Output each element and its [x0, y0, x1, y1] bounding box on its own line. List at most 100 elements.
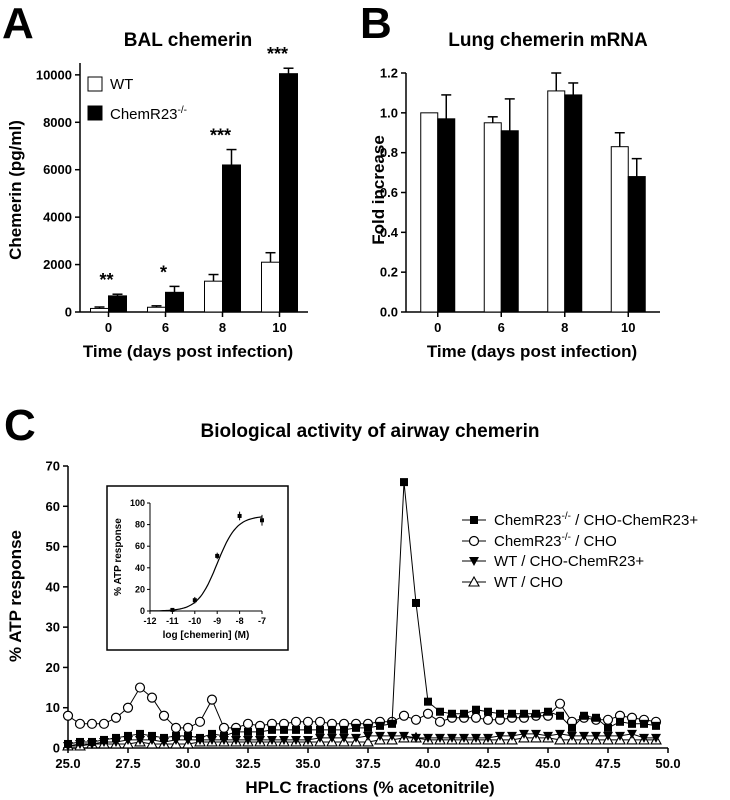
- data-point: [602, 714, 614, 725]
- bar: [500, 130, 519, 313]
- x-tick-label: 35.0: [295, 756, 320, 771]
- data-point: [554, 733, 566, 745]
- data-point: [615, 731, 625, 741]
- bar: [147, 306, 166, 313]
- data-point: [639, 733, 649, 743]
- chart-a-ylabel: Chemerin (pg/ml): [6, 120, 25, 260]
- data-point: [148, 731, 156, 740]
- y-tick-label: 6000: [43, 162, 72, 177]
- legend-label: WT: [110, 76, 133, 93]
- data-point: [256, 727, 264, 736]
- data-point: [591, 731, 601, 741]
- data-point: [508, 709, 516, 718]
- data-point: [495, 731, 505, 741]
- data-point: [304, 725, 312, 734]
- data-point: [398, 710, 410, 721]
- bar: [165, 291, 184, 313]
- data-point: [124, 731, 132, 740]
- x-tick-label: 0: [434, 320, 441, 335]
- x-tick-label: 45.0: [535, 756, 560, 771]
- data-point: [580, 711, 588, 720]
- inset-y-tick-label: 40: [135, 563, 145, 573]
- legend-label: WT / CHO: [494, 574, 563, 591]
- data-point: [448, 709, 456, 718]
- data-point: [362, 735, 374, 747]
- y-tick-label: 0: [65, 305, 72, 320]
- y-tick-label: 0: [53, 741, 60, 756]
- data-point: [627, 729, 637, 739]
- data-point: [279, 735, 289, 745]
- bar: [547, 90, 566, 313]
- data-point: [531, 729, 541, 739]
- data-point: [472, 705, 480, 714]
- x-tick-label: 6: [162, 320, 169, 335]
- y-tick-label: 60: [46, 499, 60, 514]
- significance-marker: *: [160, 262, 167, 282]
- data-point: [98, 718, 110, 729]
- data-point: [484, 707, 492, 716]
- series-square-filled: [64, 478, 660, 748]
- inset-point: [192, 598, 197, 603]
- x-tick-label: 37.5: [355, 756, 380, 771]
- bar: [261, 261, 280, 313]
- data-point: [184, 731, 192, 740]
- y-tick-label: 0.4: [380, 225, 399, 240]
- data-point: [182, 722, 194, 733]
- x-tick-label: 25.0: [55, 756, 80, 771]
- x-tick-label: 40.0: [415, 756, 440, 771]
- chart-c-title: Biological activity of airway chemerin: [201, 421, 540, 442]
- x-tick-label: 50.0: [655, 756, 680, 771]
- data-point: [543, 731, 553, 741]
- data-point: [400, 478, 408, 487]
- legend-label: ChemR23-/- / CHO: [494, 532, 617, 550]
- bar: [627, 176, 646, 313]
- data-point: [640, 719, 648, 728]
- bar: [610, 146, 629, 313]
- data-point: [268, 725, 276, 734]
- inset-x-tick-label: -12: [143, 616, 156, 626]
- x-tick-label: 6: [498, 320, 505, 335]
- legend-c: ChemR23-/- / CHO-ChemR23+ ChemR23-/- / CH…: [462, 511, 698, 591]
- inset-x-tick-label: -11: [166, 616, 179, 626]
- legend-marker: [468, 575, 480, 587]
- data-point: [375, 731, 385, 741]
- data-point: [556, 711, 564, 720]
- x-tick-label: 42.5: [475, 756, 500, 771]
- y-tick-label: 40: [46, 579, 60, 594]
- data-point: [436, 707, 444, 716]
- data-point: [410, 714, 422, 725]
- data-point: [134, 682, 146, 693]
- significance-marker: ***: [210, 126, 231, 146]
- inset-y-tick-label: 20: [135, 584, 145, 594]
- data-point: [255, 735, 265, 745]
- data-point: [568, 723, 576, 732]
- y-tick-label: 30: [46, 620, 60, 635]
- data-point: [135, 735, 145, 745]
- data-point: [424, 697, 432, 706]
- bar: [420, 112, 439, 313]
- data-point: [206, 694, 218, 705]
- data-point: [579, 731, 589, 741]
- data-point: [231, 735, 241, 745]
- y-tick-label: 2000: [43, 257, 72, 272]
- legend-swatch: [87, 105, 103, 121]
- data-point: [567, 731, 577, 741]
- legend-label: WT / CHO-ChemR23+: [494, 553, 644, 570]
- legend-label: ChemR23-/-: [110, 105, 187, 123]
- data-point: [291, 735, 301, 745]
- inset-y-tick-label: 60: [135, 541, 145, 551]
- data-point: [412, 598, 420, 607]
- data-point: [207, 735, 217, 745]
- data-point: [243, 735, 253, 745]
- data-point: [172, 731, 180, 740]
- inset-point: [215, 553, 220, 558]
- bar: [483, 122, 502, 313]
- data-point: [292, 725, 300, 734]
- data-point: [616, 717, 624, 726]
- inset-ylabel: % ATP response: [113, 518, 124, 596]
- legend-swatch: [87, 76, 103, 92]
- data-point: [435, 733, 445, 743]
- chart-c-xlabel: HPLC fractions (% acetonitrile): [245, 778, 494, 797]
- data-point: [592, 713, 600, 722]
